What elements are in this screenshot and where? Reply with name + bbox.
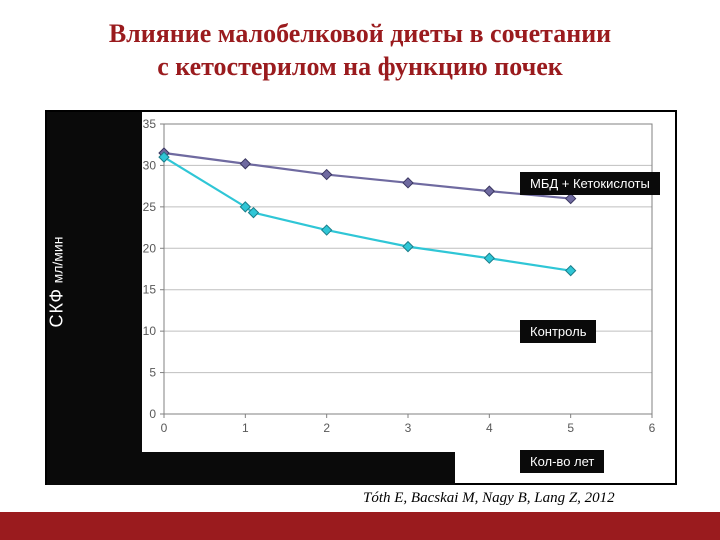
svg-text:15: 15 <box>143 283 157 297</box>
title-line-2: с кетостерилом на функцию почек <box>157 52 563 81</box>
legend-mbd-keto-label: МБД + Кетокислоты <box>530 176 650 191</box>
svg-text:0: 0 <box>149 407 156 421</box>
svg-text:20: 20 <box>143 241 157 255</box>
svg-text:10: 10 <box>143 324 157 338</box>
legend-years-label: Кол-во лет <box>530 454 594 469</box>
svg-text:2: 2 <box>323 421 330 435</box>
svg-text:30: 30 <box>143 158 157 172</box>
legend-control-label: Контроль <box>530 324 586 339</box>
legend-control: Контроль <box>520 320 596 343</box>
slide-title: Влияние малобелковой диеты в сочетании с… <box>0 0 720 93</box>
chart-plot: 0 5 10 15 20 25 30 35 0 1 2 3 4 5 6 <box>142 112 677 452</box>
citation: Tóth E, Bacskai M, Nagy B, Lang Z, 2012 <box>363 490 615 507</box>
chart-svg: 0 5 10 15 20 25 30 35 0 1 2 3 4 5 6 <box>142 112 677 452</box>
svg-text:3: 3 <box>405 421 412 435</box>
chart-container: СКФ мл/мин 0 5 10 15 20 25 30 35 0 1 2 3 4 5 6 <box>45 110 677 485</box>
svg-text:6: 6 <box>649 421 656 435</box>
svg-text:1: 1 <box>242 421 249 435</box>
svg-text:25: 25 <box>143 200 157 214</box>
legend-mbd-keto: МБД + Кетокислоты <box>520 172 660 195</box>
citation-text: Tóth E, Bacskai M, Nagy B, Lang Z, 2012 <box>363 490 615 506</box>
svg-text:0: 0 <box>161 421 168 435</box>
y-axis-sub: мл/мин <box>50 237 66 284</box>
legend-years: Кол-во лет <box>520 450 604 473</box>
svg-text:4: 4 <box>486 421 493 435</box>
y-axis-label: СКФ мл/мин <box>47 237 68 328</box>
svg-text:5: 5 <box>567 421 574 435</box>
y-axis-mask: СКФ мл/мин <box>47 112 142 452</box>
footer-accent-bar <box>0 512 720 540</box>
title-line-1: Влияние малобелковой диеты в сочетании <box>109 19 611 48</box>
svg-text:35: 35 <box>143 117 157 131</box>
y-axis-main: СКФ <box>47 288 67 328</box>
svg-text:5: 5 <box>149 366 156 380</box>
bottom-mask <box>47 452 455 485</box>
